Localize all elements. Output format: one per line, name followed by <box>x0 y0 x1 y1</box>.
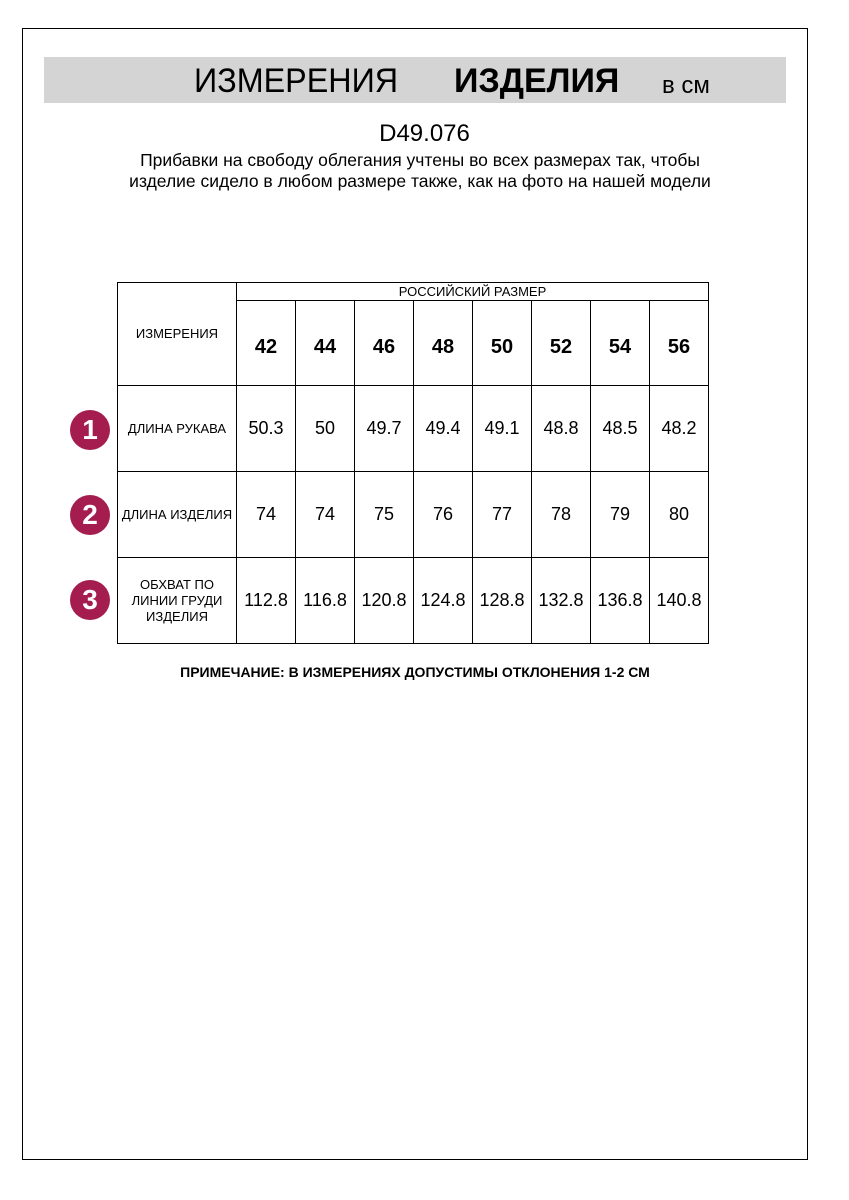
value-cell: 75 <box>354 471 414 558</box>
number-badge: 1 <box>70 410 110 450</box>
value-cell: 49.4 <box>413 385 473 472</box>
note: ПРИМЕЧАНИЕ: В ИЗМЕРЕНИЯХ ДОПУСТИМЫ ОТКЛО… <box>180 664 650 680</box>
value-cell: 79 <box>590 471 650 558</box>
size-header: 44 <box>295 300 355 386</box>
value-cell: 74 <box>295 471 355 558</box>
value-cell: 120.8 <box>354 557 414 644</box>
size-header: 50 <box>472 300 532 386</box>
page-frame <box>22 28 808 1160</box>
table-row: ДЛИНА РУКАВА 50.3 50 49.7 49.4 49.1 48.8 48.5 48… <box>117 385 709 472</box>
value-cell: 124.8 <box>413 557 473 644</box>
size-header: 46 <box>354 300 414 386</box>
title-part2: ИЗДЕЛИЯ <box>454 62 620 100</box>
number-badge: 3 <box>70 580 110 620</box>
size-header: 42 <box>236 300 296 386</box>
table-row: ДЛИНА ИЗДЕЛИЯ 74 74 75 76 77 78 79 80 <box>117 471 709 558</box>
size-header: 52 <box>531 300 591 386</box>
value-cell: 74 <box>236 471 296 558</box>
value-cell: 49.7 <box>354 385 414 472</box>
row-label: ОБХВАТ ПО ЛИНИИ ГРУДИ ИЗДЕЛИЯ <box>117 557 237 644</box>
row-label: ДЛИНА РУКАВА <box>117 385 237 472</box>
value-cell: 49.1 <box>472 385 532 472</box>
title-unit: в см <box>662 72 710 99</box>
title-banner: ИЗМЕРЕНИЯ ИЗДЕЛИЯ в см <box>44 57 786 103</box>
corner-label: ИЗМЕРЕНИЯ <box>117 282 237 386</box>
value-cell: 48.8 <box>531 385 591 472</box>
size-header: 56 <box>649 300 709 386</box>
value-cell: 112.8 <box>236 557 296 644</box>
value-cell: 50 <box>295 385 355 472</box>
row-label: ДЛИНА ИЗДЕЛИЯ <box>117 471 237 558</box>
value-cell: 77 <box>472 471 532 558</box>
table-row: ОБХВАТ ПО ЛИНИИ ГРУДИ ИЗДЕЛИЯ 112.8 116.8 1… <box>117 557 709 644</box>
article-code: D49.076 <box>379 120 470 147</box>
size-table: ИЗМЕРЕНИЯ РОССИЙСКИЙ РАЗМЕР 42 44 46 48 50 52… <box>117 282 709 644</box>
group-header: РОССИЙСКИЙ РАЗМЕР <box>236 282 709 301</box>
value-cell: 116.8 <box>295 557 355 644</box>
size-header: 54 <box>590 300 650 386</box>
title-part1: ИЗМЕРЕНИЯ <box>194 62 399 100</box>
value-cell: 76 <box>413 471 473 558</box>
value-cell: 132.8 <box>531 557 591 644</box>
value-cell: 50.3 <box>236 385 296 472</box>
value-cell: 136.8 <box>590 557 650 644</box>
value-cell: 78 <box>531 471 591 558</box>
value-cell: 140.8 <box>649 557 709 644</box>
value-cell: 128.8 <box>472 557 532 644</box>
description: Прибавки на свободу облегания учтены во … <box>129 150 711 191</box>
value-cell: 48.5 <box>590 385 650 472</box>
value-cell: 48.2 <box>649 385 709 472</box>
value-cell: 80 <box>649 471 709 558</box>
number-badge: 2 <box>70 495 110 535</box>
size-header: 48 <box>413 300 473 386</box>
